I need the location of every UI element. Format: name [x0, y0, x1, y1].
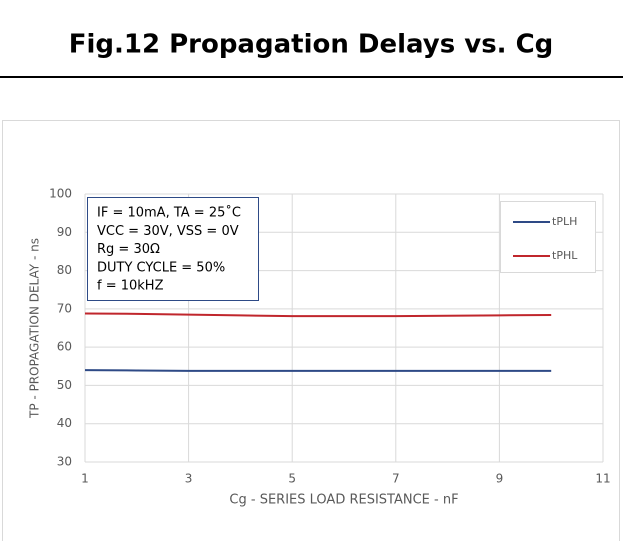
y-tick-label: 40 — [57, 416, 72, 430]
x-axis-label: Cg - SERIES LOAD RESISTANCE - nF — [229, 493, 458, 508]
x-tick-label: 9 — [496, 472, 504, 486]
y-tick-label: 50 — [57, 378, 72, 392]
x-tick-label: 11 — [595, 472, 610, 486]
y-tick-label: 100 — [49, 187, 72, 201]
y-tick-label: 80 — [57, 263, 72, 277]
annotation-line: f = 10kHZ — [97, 279, 164, 294]
annotation-line: DUTY CYCLE = 50% — [97, 260, 225, 275]
legend-label: tPLH — [552, 215, 577, 228]
y-tick-label: 30 — [57, 455, 72, 469]
series-line — [84, 369, 552, 372]
y-axis-label: TP - PROPAGATION DELAY - ns — [28, 238, 42, 419]
legend-label: tPHL — [552, 249, 578, 262]
annotation-line: VCC = 30V, VSS = 0V — [97, 224, 239, 239]
y-tick-label: 90 — [57, 225, 72, 239]
page-title: Fig.12 Propagation Delays vs. Cg — [69, 30, 554, 60]
x-tick-label: 1 — [81, 472, 89, 486]
legend-box — [500, 201, 596, 273]
annotation-line: IF = 10mA, TA = 25˚C — [97, 205, 241, 221]
y-tick-label: 70 — [57, 301, 72, 315]
series-line — [84, 312, 552, 318]
annotation-box — [87, 197, 259, 301]
annotation-line: Rg = 30Ω — [97, 242, 160, 257]
x-tick-label: 5 — [288, 472, 296, 486]
x-tick-label: 7 — [392, 472, 400, 486]
chart-frame — [2, 120, 620, 545]
y-tick-label: 60 — [57, 340, 72, 354]
x-tick-label: 3 — [185, 472, 193, 486]
